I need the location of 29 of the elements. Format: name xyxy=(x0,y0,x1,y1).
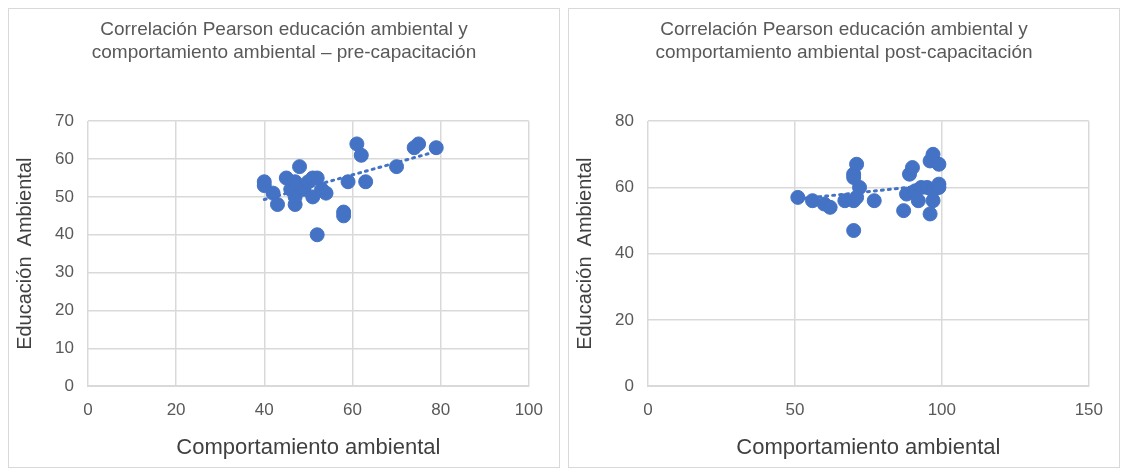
chart-title: Correlación Pearson educación ambiental y comportamiento ambiental post-capacitación xyxy=(654,17,1034,64)
y-tick-label: 70 xyxy=(54,110,74,130)
y-tick-label: 60 xyxy=(54,148,74,168)
x-tick-label: 150 xyxy=(1074,400,1104,420)
x-tick-label: 100 xyxy=(927,400,957,420)
x-tick-label: 20 xyxy=(166,400,186,420)
y-tick-label: 20 xyxy=(614,309,634,329)
x-axis-title: Comportamiento ambiental xyxy=(736,433,1001,459)
y-tick-label: 10 xyxy=(54,338,74,358)
y-axis-title: Educación Ambiental xyxy=(12,157,35,350)
chart-title: Correlación Pearson educación ambiental y comportamiento ambiental – pre-capacitación xyxy=(90,17,478,64)
x-tick-label: 0 xyxy=(643,400,653,420)
x-tick-label: 60 xyxy=(342,400,362,420)
y-tick-label: 40 xyxy=(614,243,634,263)
y-axis-title: Educación Ambiental xyxy=(572,157,595,350)
y-tick-label: 80 xyxy=(614,110,634,130)
x-tick-label: 0 xyxy=(83,400,93,420)
x-tick-label: 100 xyxy=(514,400,544,420)
y-tick-label: 20 xyxy=(54,300,74,320)
y-tick-label: 50 xyxy=(54,186,74,206)
x-tick-label: 50 xyxy=(785,400,805,420)
x-tick-label: 80 xyxy=(431,400,451,420)
x-axis-title: Comportamiento ambiental xyxy=(176,433,441,459)
x-tick-label: 40 xyxy=(254,400,274,420)
y-tick-label: 40 xyxy=(54,224,74,244)
y-tick-label: 60 xyxy=(614,177,634,197)
y-tick-label: 0 xyxy=(624,375,634,395)
y-tick-label: 0 xyxy=(64,375,74,395)
y-tick-label: 30 xyxy=(54,262,74,282)
